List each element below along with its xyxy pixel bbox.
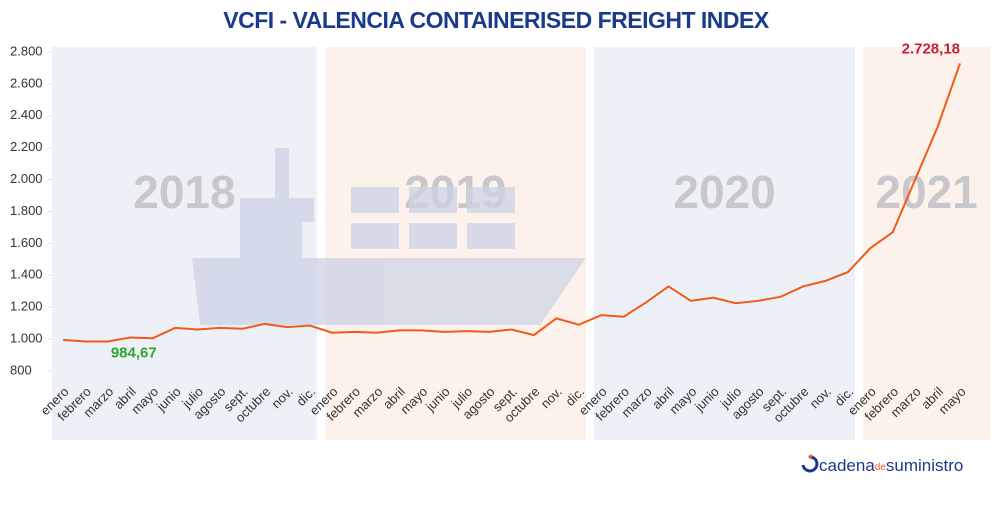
backgrounds: 2018201920202021: [52, 47, 990, 440]
y-tick-label: 800: [10, 362, 32, 377]
logo-small: de: [875, 462, 887, 473]
value-label: 984,67: [111, 345, 157, 362]
period-label: 2020: [673, 166, 775, 218]
y-tick-label: 2.400: [10, 107, 43, 122]
y-tick-label: 1.000: [10, 331, 43, 346]
period-band: [593, 47, 856, 440]
ship: [192, 148, 586, 325]
y-tick-label: 1.200: [10, 299, 43, 314]
period-label: 2018: [133, 166, 235, 218]
y-tick-label: 1.600: [10, 235, 43, 250]
period-label: 2021: [875, 166, 977, 218]
value-label: 2.728,18: [902, 40, 960, 57]
logo-text: cadenadesuministro: [819, 456, 963, 475]
logo-icon: [801, 455, 819, 473]
line: [62, 63, 961, 343]
y-tick-label: 2.600: [10, 75, 43, 90]
y-tick-label: 1.400: [10, 267, 43, 282]
y-tick-label: 1.800: [10, 203, 43, 218]
y-tick-label: 2.200: [10, 139, 43, 154]
logo-end: suministro: [886, 456, 963, 475]
chart-title: VCFI - VALENCIA CONTAINERISED FREIGHT IN…: [223, 7, 770, 33]
y-tick-label: 2.800: [10, 43, 43, 58]
logo-icon-arrow: [808, 454, 812, 460]
y-tick-label: 2.000: [10, 171, 43, 186]
logo-main: cadena: [819, 456, 875, 475]
period-band: [863, 47, 990, 440]
logo: cadenadesuministro: [801, 454, 963, 475]
